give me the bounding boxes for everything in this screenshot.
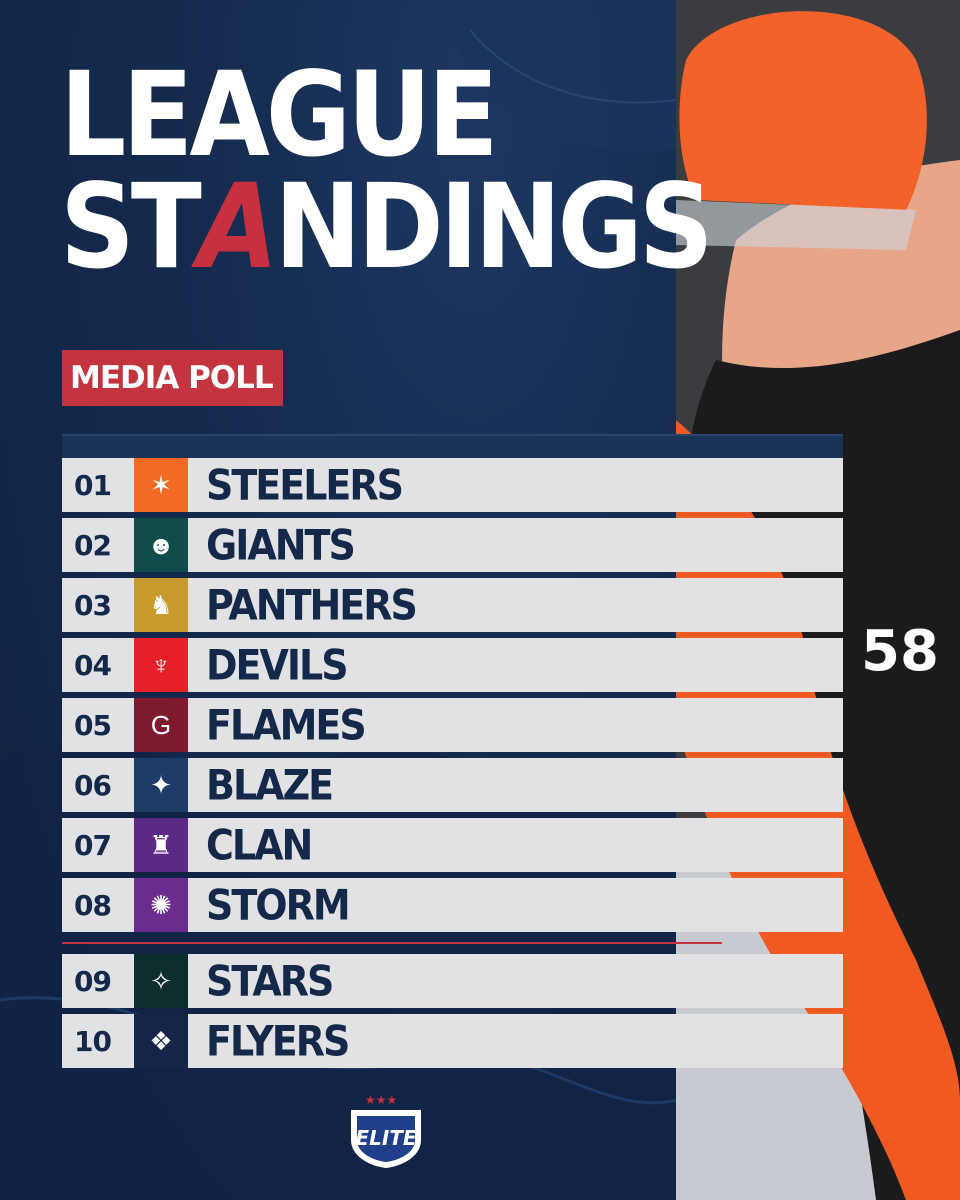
rank-cell: 01: [62, 458, 134, 512]
table-row: 03 ♞ PANTHERS: [62, 578, 843, 632]
helmet-icon: ☻: [147, 530, 175, 560]
table-row: 07 ♜ CLAN: [62, 818, 843, 872]
team-logo: ✶: [134, 458, 188, 512]
svg-text:★★★: ★★★: [365, 1093, 397, 1107]
team-logo: ♜: [134, 818, 188, 872]
team-name-cell: STARS: [188, 954, 843, 1008]
rank-cell: 08: [62, 878, 134, 932]
standings-table: 01 ✶ STEELERS 02 ☻ GIANTS 03 ♞ PANTHERS 04 ♆ DEVILS…: [62, 434, 843, 1068]
team-name: PANTHERS: [206, 580, 418, 630]
clan-icon: ♜: [149, 830, 173, 860]
team-name: STEELERS: [206, 460, 404, 510]
wings-icon: ❖: [149, 1026, 173, 1056]
team-name-cell: DEVILS: [188, 638, 843, 692]
table-row: 02 ☻ GIANTS: [62, 518, 843, 572]
stars-icon: ✧: [150, 966, 172, 996]
team-name: DEVILS: [206, 640, 349, 690]
team-name-cell: FLAMES: [188, 698, 843, 752]
team-name: BLAZE: [206, 760, 334, 810]
team-name-cell: CLAN: [188, 818, 843, 872]
table-row: 05 G FLAMES: [62, 698, 843, 752]
team-logo: G: [134, 698, 188, 752]
team-name: FLYERS: [206, 1016, 350, 1066]
team-logo: ♞: [134, 578, 188, 632]
blaze-icon: ✦: [150, 770, 172, 800]
team-logo: ♆: [134, 638, 188, 692]
table-row: 09 ✧ STARS: [62, 954, 843, 1008]
flame-icon: G: [150, 710, 172, 740]
rank-cell: 04: [62, 638, 134, 692]
svg-text:58: 58: [861, 619, 939, 684]
rank-cell: 02: [62, 518, 134, 572]
title-line-2-start: ST: [60, 158, 202, 296]
rank-cell: 05: [62, 698, 134, 752]
title-line-1: LEAGUE: [60, 46, 499, 184]
star-icon: ✶: [150, 470, 172, 500]
media-poll-badge: MEDIA POLL: [62, 350, 283, 406]
team-name: STARS: [206, 956, 334, 1006]
table-row: 10 ❖ FLYERS: [62, 1014, 843, 1068]
team-name: GIANTS: [206, 520, 356, 570]
playoff-divider: [62, 942, 722, 944]
elite-league-logo: ★★★ ELITE: [351, 1093, 421, 1168]
standings-rows: 01 ✶ STEELERS 02 ☻ GIANTS 03 ♞ PANTHERS 04 ♆ DEVILS…: [62, 458, 843, 1068]
storm-icon: ✺: [150, 890, 172, 920]
team-name-cell: BLAZE: [188, 758, 843, 812]
table-row: 04 ♆ DEVILS: [62, 638, 843, 692]
rank-cell: 09: [62, 954, 134, 1008]
team-name-cell: FLYERS: [188, 1014, 843, 1068]
team-name-cell: PANTHERS: [188, 578, 843, 632]
devil-icon: ♆: [151, 650, 171, 680]
page-title: LEAGUE STANDINGS: [60, 46, 714, 285]
team-logo: ❖: [134, 1014, 188, 1068]
rank-cell: 06: [62, 758, 134, 812]
panther-icon: ♞: [149, 590, 173, 620]
table-header-bar: [62, 434, 843, 458]
team-name-cell: GIANTS: [188, 518, 843, 572]
rank-cell: 07: [62, 818, 134, 872]
rank-cell: 03: [62, 578, 134, 632]
table-row: 06 ✦ BLAZE: [62, 758, 843, 812]
team-logo: ✺: [134, 878, 188, 932]
table-row: 08 ✺ STORM: [62, 878, 843, 932]
team-name: FLAMES: [206, 700, 367, 750]
team-name: STORM: [206, 880, 351, 930]
team-name: CLAN: [206, 820, 313, 870]
elite-league-logo-text: ELITE: [355, 1126, 416, 1150]
team-name-cell: STEELERS: [188, 458, 843, 512]
team-logo: ✦: [134, 758, 188, 812]
rank-cell: 10: [62, 1014, 134, 1068]
title-line-2: STANDINGS: [60, 168, 714, 284]
table-row: 01 ✶ STEELERS: [62, 458, 843, 512]
team-logo: ✧: [134, 954, 188, 1008]
team-logo: ☻: [134, 518, 188, 572]
title-line-2-end: NDINGS: [274, 158, 713, 296]
title-accent-letter: A: [197, 158, 278, 296]
team-name-cell: STORM: [188, 878, 843, 932]
